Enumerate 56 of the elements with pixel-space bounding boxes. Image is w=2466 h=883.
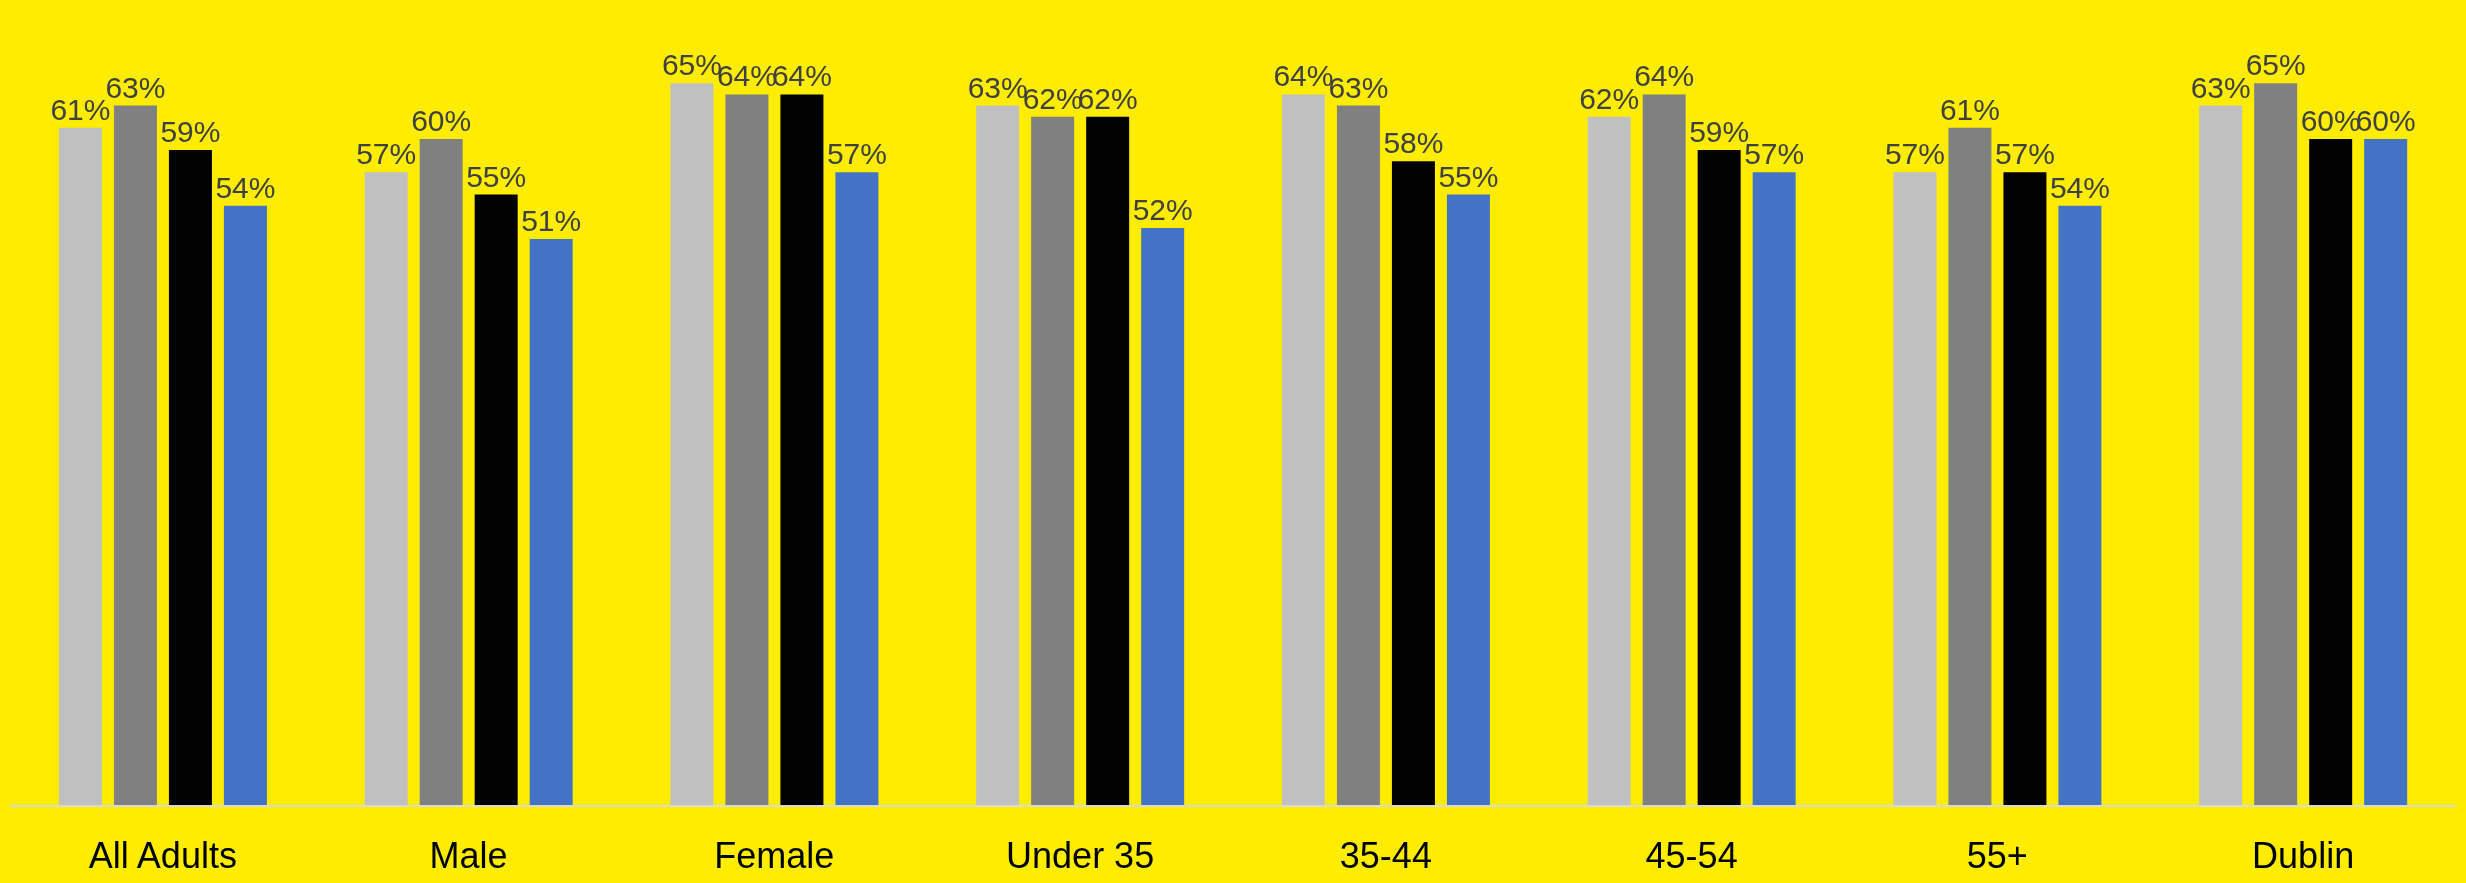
bar bbox=[1281, 94, 1325, 806]
data-label: 57% bbox=[356, 137, 417, 171]
data-label: 54% bbox=[215, 170, 276, 204]
bar bbox=[2003, 172, 2047, 806]
x-tick-label: 35-44 bbox=[1339, 834, 1432, 876]
bar bbox=[835, 172, 879, 806]
data-label: 58% bbox=[1383, 126, 1444, 160]
bar bbox=[1752, 172, 1796, 806]
bar bbox=[2058, 205, 2102, 806]
bar bbox=[58, 127, 102, 806]
data-label: 57% bbox=[826, 137, 887, 171]
x-tick-label: 55+ bbox=[1966, 834, 2028, 876]
bar bbox=[113, 105, 157, 806]
bar bbox=[364, 172, 408, 806]
bar bbox=[1141, 227, 1185, 806]
bar bbox=[2254, 83, 2298, 806]
x-tick-label: Female bbox=[714, 834, 835, 876]
x-tick-label: 45-54 bbox=[1645, 834, 1738, 876]
bar bbox=[223, 205, 267, 806]
x-tick-label: Under 35 bbox=[1006, 834, 1155, 876]
data-label: 61% bbox=[1939, 92, 2000, 126]
bar bbox=[1336, 105, 1380, 806]
bar bbox=[670, 83, 714, 806]
data-label: 64% bbox=[1634, 59, 1695, 93]
data-label: 60% bbox=[411, 103, 472, 137]
bar bbox=[1948, 127, 1992, 806]
x-tick-label: Male bbox=[429, 834, 508, 876]
bar bbox=[1587, 116, 1631, 806]
bar bbox=[780, 94, 824, 806]
data-label: 55% bbox=[1438, 159, 1499, 193]
bar bbox=[2309, 138, 2353, 806]
bar bbox=[725, 94, 769, 806]
data-label: 52% bbox=[1132, 192, 1193, 226]
bar bbox=[2364, 138, 2408, 806]
x-tick-label: All Adults bbox=[88, 834, 237, 876]
data-label: 51% bbox=[521, 204, 582, 237]
bar bbox=[1642, 94, 1686, 806]
bar bbox=[1086, 116, 1130, 806]
x-tick-label: Dublin bbox=[2252, 834, 2355, 876]
bar bbox=[168, 150, 212, 806]
bar bbox=[529, 239, 573, 806]
bar bbox=[1893, 172, 1937, 806]
data-label: 59% bbox=[160, 115, 221, 149]
bar bbox=[1391, 161, 1435, 806]
bar bbox=[2199, 105, 2243, 806]
bar bbox=[1446, 194, 1490, 806]
data-label: 65% bbox=[2245, 48, 2306, 82]
data-label: 54% bbox=[2049, 170, 2110, 204]
data-label: 57% bbox=[1884, 137, 1945, 171]
data-label: 55% bbox=[466, 159, 527, 193]
bar bbox=[419, 138, 463, 806]
data-label: 57% bbox=[1994, 137, 2055, 171]
bar bbox=[1697, 150, 1741, 806]
bar bbox=[1031, 116, 1075, 806]
bar bbox=[976, 105, 1020, 806]
bar bbox=[474, 194, 518, 806]
